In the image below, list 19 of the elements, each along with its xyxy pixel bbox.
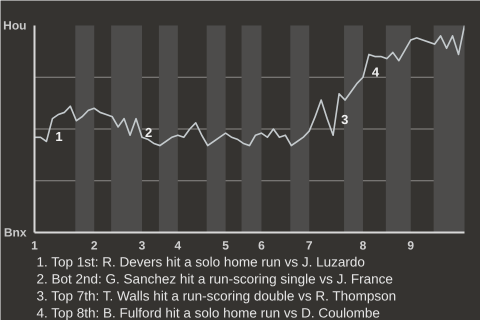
x-tick-label: 2 xyxy=(90,238,98,252)
x-tick-label: 9 xyxy=(407,238,414,252)
x-tick-label: 1 xyxy=(31,238,38,252)
x-tick-label: 3 xyxy=(138,238,146,252)
text: 2. Bot 2nd: G. Sanchez hit a run-scoring single vs J. France xyxy=(36,272,393,286)
text: Hou xyxy=(3,18,26,32)
x-tick-label: 5 xyxy=(222,238,230,252)
text: 1. Top 1st: R. Devers hit a solo home run vs J. Luzardo xyxy=(36,254,365,270)
x-tick-label: 8 xyxy=(360,238,367,252)
annotation: 3 xyxy=(341,112,348,127)
text: Bnx xyxy=(4,226,27,240)
annotation: 1 xyxy=(55,129,63,144)
text: 4. Top 8th: B. Fulford hit a solo home run vs D. Coulombe xyxy=(36,306,380,320)
annotation: 4 xyxy=(372,64,380,80)
text: 3. Top 7th: T. Walls hit a run-scoring double vs R. Thompson xyxy=(36,288,396,304)
x-tick-label: 4 xyxy=(174,238,182,252)
x-tick-label: 7 xyxy=(306,238,313,252)
x-tick-label: 6 xyxy=(258,238,266,252)
annotation: 2 xyxy=(144,125,152,140)
